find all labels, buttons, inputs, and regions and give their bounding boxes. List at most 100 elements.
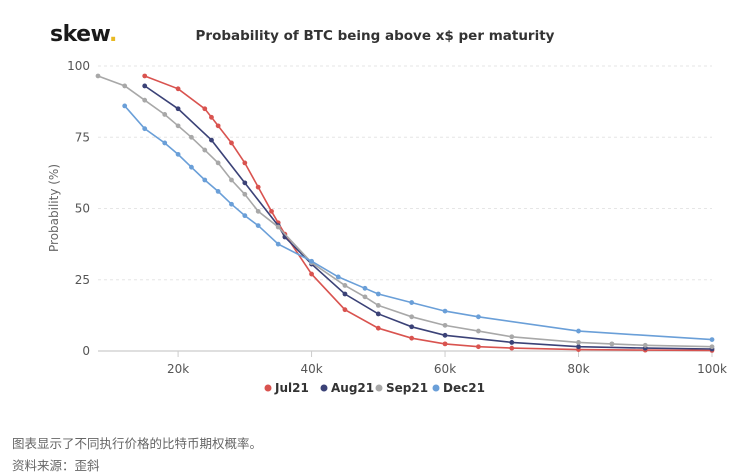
chart-svg: 0 25 50 75 100 20k 40k 60k 80k 100k Probability …	[47, 59, 727, 395]
legend[interactable]: Jul21 Aug21 Sep21 Dec21	[264, 381, 485, 395]
data-point	[576, 344, 581, 350]
y-tick-label: 0	[82, 344, 90, 358]
data-point	[202, 147, 208, 153]
data-point	[142, 97, 148, 103]
caption-line-2: 资料来源：歪斜	[12, 458, 100, 473]
data-point	[442, 341, 448, 347]
skew-logo: skew.	[50, 22, 117, 47]
data-point	[142, 126, 148, 132]
data-point	[342, 307, 348, 313]
data-point	[242, 180, 248, 186]
x-tick-label: 60k	[434, 362, 456, 376]
data-point	[202, 177, 208, 183]
data-point	[375, 325, 381, 331]
y-tick-label: 25	[75, 273, 90, 287]
brand-dot: .	[108, 22, 117, 47]
legend-marker	[320, 384, 328, 392]
data-point	[375, 291, 381, 297]
data-point	[476, 314, 481, 320]
data-point	[342, 283, 348, 288]
data-point	[255, 223, 261, 229]
data-point	[362, 285, 368, 291]
data-point	[242, 213, 248, 219]
x-tick-label: 100k	[697, 362, 727, 376]
data-point	[255, 208, 261, 214]
data-point	[175, 106, 181, 112]
data-point	[342, 291, 348, 297]
data-point	[375, 303, 381, 308]
data-point	[309, 271, 314, 277]
series-dec21	[122, 103, 715, 342]
data-point	[409, 335, 415, 341]
data-point	[242, 191, 248, 197]
y-tick-label: 100	[67, 59, 90, 73]
data-point	[335, 274, 341, 280]
series-line	[144, 75, 713, 352]
series-line	[97, 75, 713, 348]
data-point	[215, 160, 221, 166]
data-point	[95, 73, 101, 79]
data-point	[509, 334, 515, 340]
legend-item-jul21[interactable]: Jul21	[264, 381, 309, 395]
series-group	[95, 73, 715, 353]
data-point	[576, 328, 581, 334]
data-point	[375, 311, 381, 317]
data-point	[409, 300, 415, 305]
data-point	[209, 137, 214, 143]
data-point	[275, 241, 281, 247]
data-point	[189, 164, 194, 170]
data-point	[476, 328, 481, 334]
data-point	[509, 345, 515, 351]
series-line	[124, 105, 713, 341]
x-tick-label: 80k	[567, 362, 589, 376]
legend-label: Aug21	[331, 381, 374, 395]
data-point	[709, 344, 715, 350]
data-point	[409, 314, 415, 320]
data-point	[175, 86, 181, 92]
legend-marker	[264, 384, 272, 392]
data-point	[142, 73, 148, 79]
data-point	[309, 258, 314, 264]
data-point	[709, 337, 715, 342]
y-axis-label: Probability (%)	[47, 164, 61, 252]
data-point	[255, 184, 261, 190]
data-point	[509, 340, 515, 345]
x-tick-label: 20k	[167, 362, 189, 376]
legend-marker	[375, 384, 383, 392]
data-point	[442, 332, 448, 338]
data-point	[215, 189, 221, 194]
series-sep21	[95, 73, 715, 350]
series-line	[144, 85, 713, 350]
y-tick-label: 75	[75, 130, 90, 144]
y-tick-labels: 0 25 50 75 100	[67, 59, 90, 358]
data-point	[269, 208, 274, 214]
data-point	[122, 103, 128, 109]
data-point	[175, 123, 181, 129]
data-point	[189, 134, 194, 140]
legend-marker	[432, 384, 440, 392]
x-tick-labels: 20k 40k 60k 80k 100k	[167, 351, 727, 376]
data-point	[576, 340, 581, 345]
data-point	[609, 341, 615, 347]
data-point	[229, 177, 234, 183]
series-jul21	[142, 73, 715, 353]
legend-item-dec21[interactable]: Dec21	[432, 381, 485, 395]
series-aug21	[142, 83, 715, 352]
data-point	[476, 344, 481, 350]
data-point	[229, 201, 234, 207]
legend-item-sep21[interactable]: Sep21	[375, 381, 429, 395]
legend-label: Jul21	[274, 381, 309, 395]
data-point	[275, 224, 281, 230]
x-tick-label: 40k	[300, 362, 322, 376]
data-point	[142, 83, 148, 89]
data-point	[162, 140, 168, 146]
brand-name: skew	[50, 22, 109, 47]
legend-label: Sep21	[386, 381, 428, 395]
data-point	[122, 83, 128, 89]
data-point	[215, 123, 221, 129]
grid-lines	[98, 65, 712, 352]
caption-line-1: 图表显示了不同执行价格的比特币期权概率。	[12, 436, 263, 451]
legend-item-aug21[interactable]: Aug21	[320, 381, 375, 395]
y-tick-label: 50	[75, 202, 90, 216]
chart-title: Probability of BTC being above x$ per ma…	[195, 28, 555, 44]
